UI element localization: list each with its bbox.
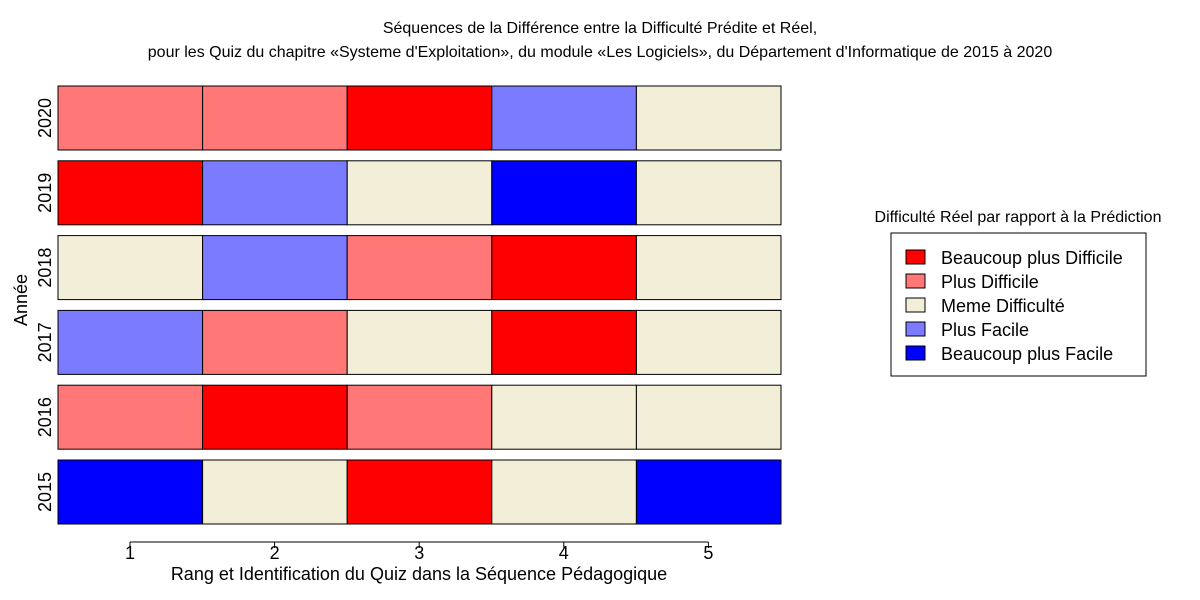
legend-swatch — [905, 249, 926, 265]
x-tick-label: 1 — [125, 543, 135, 563]
heatmap-row: 2019 — [35, 160, 782, 226]
heatmap-cell — [491, 459, 637, 525]
legend-item: Plus Difficile — [905, 272, 1039, 292]
legend-label: Beaucoup plus Difficile — [941, 248, 1123, 268]
legend-item: Meme Difficulté — [905, 296, 1065, 316]
legend-box — [890, 232, 1147, 377]
heatmap-cell — [491, 85, 637, 151]
x-tick-label: 4 — [559, 543, 569, 563]
heatmap-cell — [346, 235, 493, 301]
heatmap-cell — [202, 160, 348, 226]
heatmap-cell — [346, 309, 493, 375]
legend-item: Beaucoup plus Facile — [905, 344, 1113, 364]
y-tick-label: 2015 — [35, 472, 55, 512]
heatmap-rows: 2020 2019 2018 2017 2016 2015 — [35, 85, 782, 525]
x-axis: 1 2 3 4 5 — [125, 541, 713, 563]
legend-item: Plus Facile — [905, 320, 1029, 340]
heatmap-cell — [57, 85, 204, 151]
heatmap-cell — [57, 235, 204, 301]
heatmap-cell — [346, 85, 493, 151]
chart-subtitle: pour les Quiz du chapitre «Systeme d'Exp… — [148, 44, 1053, 61]
heatmap-cell — [635, 85, 782, 151]
legend-swatch — [905, 321, 926, 337]
legend-label: Beaucoup plus Facile — [941, 344, 1113, 364]
heatmap-cell — [202, 85, 348, 151]
heatmap-row: 2016 — [35, 384, 782, 450]
heatmap-cell — [346, 459, 493, 525]
heatmap-cell — [635, 160, 782, 226]
heatmap-cell — [202, 384, 348, 450]
heatmap-cell — [635, 309, 782, 375]
legend-swatch — [905, 345, 926, 361]
y-tick-label: 2019 — [35, 173, 55, 213]
heatmap-cell — [491, 309, 637, 375]
y-tick-label: 2017 — [35, 322, 55, 362]
legend-swatch — [905, 273, 926, 289]
heatmap-cell — [635, 235, 782, 301]
legend-label: Meme Difficulté — [941, 296, 1065, 316]
heatmap-cell — [346, 160, 493, 226]
heatmap-cell — [635, 384, 782, 450]
heatmap-cell — [202, 235, 348, 301]
y-axis-label: Année — [11, 274, 31, 326]
heatmap-row: 2015 — [35, 459, 782, 525]
legend-item: Beaucoup plus Difficile — [905, 248, 1123, 268]
legend-swatch — [905, 297, 926, 313]
x-tick-label: 2 — [270, 543, 280, 563]
heatmap-cell — [635, 459, 782, 525]
y-tick-label: 2018 — [35, 248, 55, 288]
legend-label: Plus Difficile — [941, 272, 1039, 292]
heatmap-row: 2020 — [35, 85, 782, 151]
heatmap-row: 2018 — [35, 235, 782, 301]
heatmap-cell — [491, 235, 637, 301]
heatmap-cell — [57, 309, 204, 375]
heatmap-cell — [491, 160, 637, 226]
y-tick-label: 2020 — [35, 98, 55, 138]
heatmap-cell — [491, 384, 637, 450]
legend-label: Plus Facile — [941, 320, 1029, 340]
y-tick-label: 2016 — [35, 397, 55, 437]
heatmap-cell — [202, 459, 348, 525]
chart-title: Séquences de la Différence entre la Diff… — [383, 20, 817, 37]
heatmap-cell — [57, 384, 204, 450]
heatmap-cell — [57, 459, 204, 525]
x-tick-label: 5 — [703, 543, 713, 563]
heatmap-cell — [202, 309, 348, 375]
heatmap-cell — [346, 384, 493, 450]
legend-title: Difficulté Réel par rapport à la Prédict… — [875, 209, 1162, 226]
x-tick-label: 3 — [414, 543, 424, 563]
x-axis-label: Rang et Identification du Quiz dans la S… — [171, 564, 667, 584]
heatmap-cell — [57, 160, 204, 226]
legend-items: Beaucoup plus Difficile Plus Difficile Mem… — [905, 248, 1123, 364]
heatmap-row: 2017 — [35, 309, 782, 375]
